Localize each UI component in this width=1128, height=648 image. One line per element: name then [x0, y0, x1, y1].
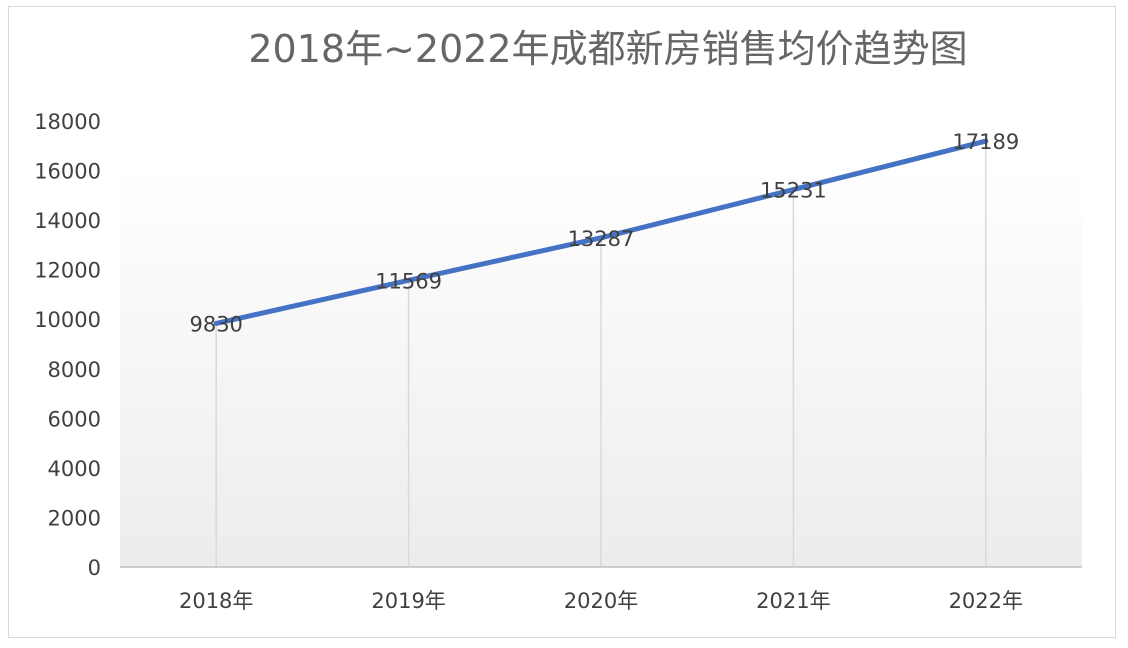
- y-tick-label: 6000: [48, 407, 101, 431]
- y-tick-label: 4000: [48, 457, 101, 481]
- data-label: 13287: [568, 227, 635, 251]
- chart-title: 2018年~2022年成都新房销售均价趋势图: [248, 27, 967, 71]
- y-tick-label: 18000: [34, 110, 101, 134]
- x-tick-label: 2021年: [756, 589, 830, 613]
- x-tick-label: 2022年: [949, 589, 1023, 613]
- y-tick-label: 12000: [34, 259, 101, 283]
- x-tick-label: 2019年: [371, 589, 445, 613]
- data-label: 9830: [189, 312, 242, 336]
- y-tick-label: 10000: [34, 308, 101, 332]
- series-line: [213, 138, 989, 326]
- data-label: 17189: [952, 130, 1019, 154]
- y-tick-label: 14000: [34, 209, 101, 233]
- x-tick-label: 2020年: [564, 589, 638, 613]
- y-tick-label: 0: [88, 556, 101, 580]
- data-label: 15231: [760, 179, 827, 203]
- y-tick-label: 8000: [48, 358, 101, 382]
- y-tick-label: 16000: [34, 160, 101, 184]
- y-tick-label: 2000: [48, 506, 101, 530]
- data-label: 11569: [375, 269, 442, 293]
- x-tick-label: 2018年: [179, 589, 253, 613]
